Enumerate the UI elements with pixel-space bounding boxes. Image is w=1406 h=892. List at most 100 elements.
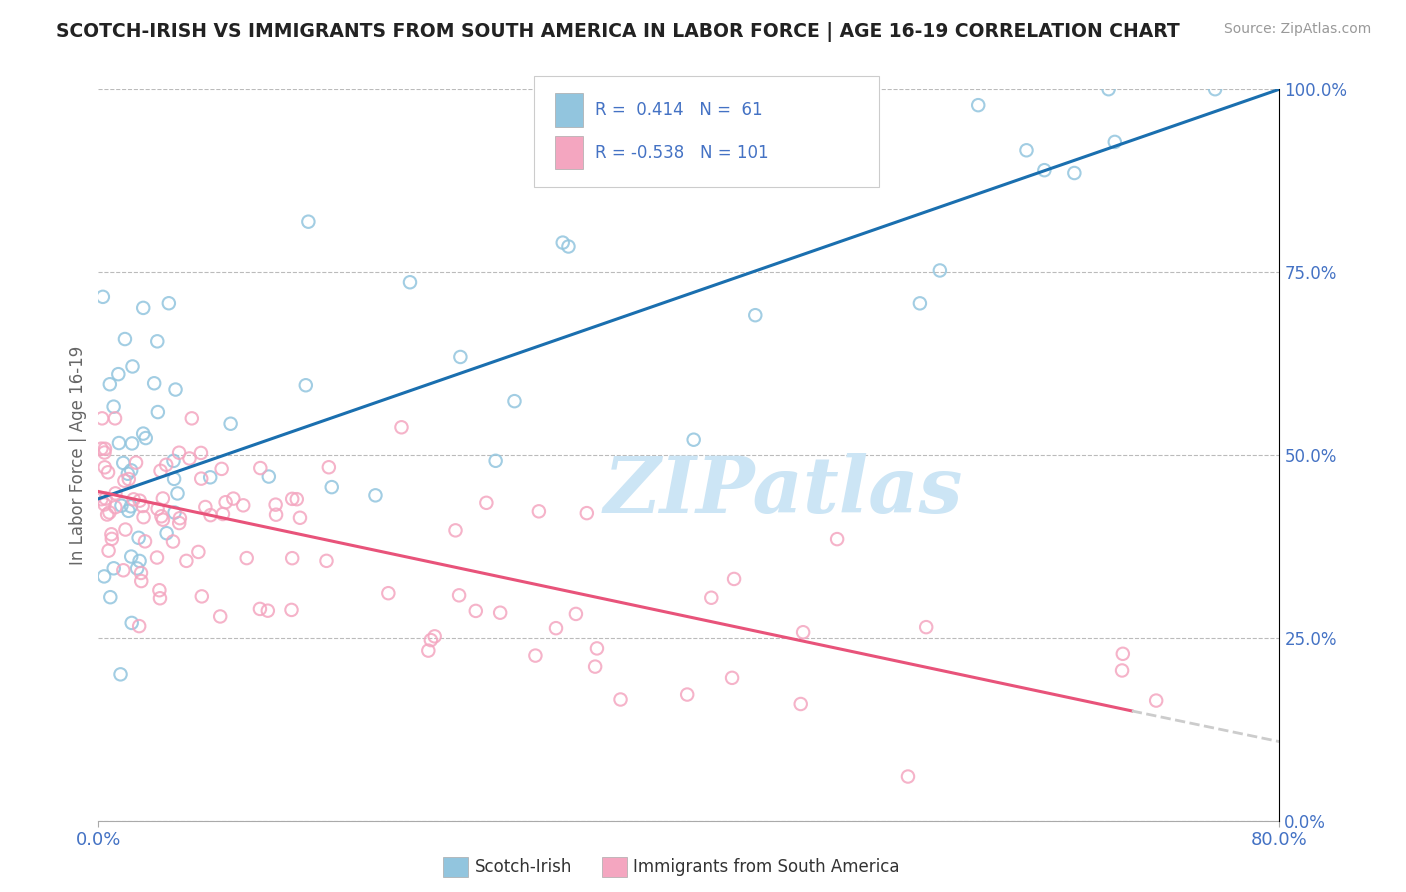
Point [148, 583, 170, 598]
Point [93, 498, 115, 512]
Point [90, 442, 112, 456]
Point [792, 625, 814, 640]
Point [125, 456, 148, 470]
Point [167, 516, 190, 530]
Point [315, 554, 337, 568]
Text: SCOTCH-IRISH VS IMMIGRANTS FROM SOUTH AMERICA IN LABOR FORCE | AGE 16-19 CORRELA: SCOTCH-IRISH VS IMMIGRANTS FROM SOUTH AM… [56, 22, 1180, 42]
Point [897, 770, 920, 784]
Point [464, 604, 486, 618]
Point [128, 493, 150, 508]
Point [167, 446, 190, 460]
Point [110, 667, 132, 681]
Point [967, 98, 990, 112]
Point [281, 491, 304, 506]
Point [134, 534, 156, 549]
Point [583, 659, 606, 673]
Point [146, 334, 169, 349]
Point [524, 648, 547, 663]
Point [565, 607, 588, 621]
Point [166, 486, 188, 500]
Point [288, 510, 311, 524]
Point [249, 461, 271, 475]
Point [118, 472, 141, 486]
Point [544, 621, 567, 635]
Point [575, 506, 598, 520]
Point [152, 513, 174, 527]
Point [676, 688, 699, 702]
Point [108, 436, 131, 450]
Point [132, 301, 155, 315]
Point [700, 591, 723, 605]
Point [377, 586, 399, 600]
Point [103, 400, 125, 414]
Point [117, 504, 139, 518]
Point [155, 526, 177, 541]
Point [232, 499, 254, 513]
Point [107, 367, 129, 381]
Point [321, 480, 343, 494]
Point [169, 511, 191, 525]
Point [93, 460, 115, 475]
Point [112, 563, 135, 577]
Point [162, 534, 184, 549]
Point [682, 433, 704, 447]
Point [163, 506, 186, 520]
Point [149, 591, 172, 606]
Point [212, 507, 235, 521]
Point [114, 523, 136, 537]
Point [104, 500, 127, 515]
Point [1204, 82, 1226, 96]
Point [93, 569, 115, 583]
Point [449, 350, 471, 364]
Point [121, 359, 143, 374]
Point [132, 510, 155, 524]
Point [285, 492, 308, 507]
Point [129, 574, 152, 588]
Point [98, 591, 121, 605]
Point [489, 606, 512, 620]
Point [214, 495, 236, 509]
Point [93, 445, 115, 459]
Point [94, 491, 117, 506]
Point [294, 378, 316, 392]
Point [194, 500, 217, 514]
Point [1112, 647, 1135, 661]
Text: Source: ZipAtlas.com: Source: ZipAtlas.com [1223, 22, 1371, 37]
Point [723, 572, 745, 586]
Point [485, 454, 508, 468]
Point [94, 442, 117, 456]
Point [200, 470, 222, 484]
Point [135, 431, 157, 445]
Point [419, 633, 441, 648]
Point [97, 543, 120, 558]
Point [318, 460, 340, 475]
Point [112, 456, 135, 470]
Point [915, 620, 938, 634]
Point [90, 492, 112, 507]
Point [121, 436, 143, 450]
Point [114, 332, 136, 346]
Point [503, 394, 526, 409]
Point [121, 615, 143, 630]
Point [264, 508, 287, 522]
Point [249, 602, 271, 616]
Point [91, 290, 114, 304]
Point [364, 488, 387, 502]
Point [157, 296, 180, 310]
Point [391, 420, 413, 434]
Point [551, 235, 574, 250]
Point [132, 426, 155, 441]
Point [1144, 693, 1167, 707]
Point [1015, 143, 1038, 157]
Point [1097, 82, 1119, 96]
Point [209, 609, 232, 624]
Point [222, 491, 245, 506]
Point [128, 554, 150, 568]
Point [200, 508, 222, 523]
Point [146, 501, 169, 516]
Point [418, 643, 440, 657]
Point [281, 551, 304, 566]
Text: R = -0.538   N = 101: R = -0.538 N = 101 [595, 144, 768, 161]
Point [146, 405, 169, 419]
Point [104, 411, 127, 425]
